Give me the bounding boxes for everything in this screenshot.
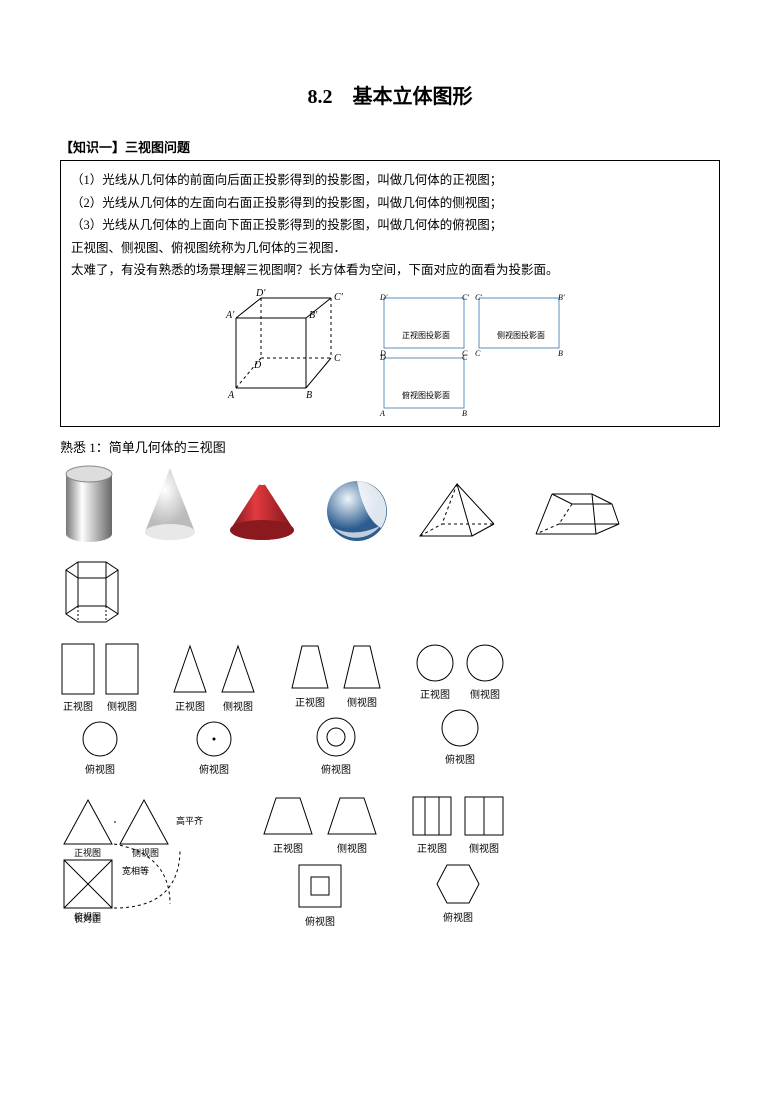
cyl-side-lbl: 侧视图: [107, 698, 137, 713]
frustum-wireframe-icon: [524, 484, 624, 544]
white-cone-icon: [140, 464, 200, 544]
cube-label-C1: C': [334, 292, 344, 303]
pyramid-views-annotated: 正视图 侧视图 俯视图 高平齐 宽相等 长对正: [60, 794, 230, 924]
cone-front-lbl: 正视图: [175, 698, 205, 713]
cone-side-lbl: 侧视图: [223, 698, 253, 713]
box-line-1: （1）光线从几何体的前面向后面正投影得到的投影图，叫做几何体的正视图；: [71, 169, 709, 192]
fp-side-lbl: 侧视图: [337, 840, 367, 855]
proj-label-top: 俯视图投影面: [402, 390, 450, 400]
box-line-5: 太难了，有没有熟悉的场景理解三视图啊？长方体看为空间，下面对应的面看为投影面。: [71, 259, 709, 282]
hex-prism-row: [60, 554, 720, 624]
svg-text:B: B: [558, 349, 563, 358]
sph-top-lbl: 俯视图: [445, 751, 475, 766]
cyl-top-lbl: 俯视图: [85, 761, 115, 776]
cyl-front-lbl: 正视图: [63, 698, 93, 713]
cube-label-A1: A': [225, 310, 235, 321]
fp-front-lbl: 正视图: [273, 840, 303, 855]
cylinder-views: 正视图 侧视图 俯视图: [60, 642, 140, 776]
proj-label-front: 正视图投影面: [402, 330, 450, 340]
h-equal-lbl: 高平齐: [176, 815, 203, 826]
fc-top-lbl: 俯视图: [321, 761, 351, 776]
svg-text:D: D: [379, 353, 386, 362]
sph-front-lbl: 正视图: [420, 686, 450, 701]
frustum-pyramid-views: 正视图 侧视图 俯视图: [260, 794, 380, 928]
views-row-2: 正视图 侧视图 俯视图 高平齐 宽相等 长对正 正视图: [60, 794, 720, 928]
red-cone-icon: [222, 474, 302, 544]
projection-planes-diagram: D'C' DC C'B' CB DC AB 正视图投影面 侧视图投影面 俯视图投…: [374, 288, 574, 418]
l-equal-lbl: 长对正: [74, 913, 101, 924]
pyr-front-lbl: 正视图: [74, 847, 101, 858]
cube-label-B: B: [306, 390, 312, 401]
cone-views: 正视图 侧视图 俯视图: [170, 642, 258, 776]
fc-side-lbl: 侧视图: [347, 694, 377, 709]
w-equal-lbl: 宽相等: [122, 865, 149, 876]
section-heading: 【知识一】三视图问题: [60, 137, 720, 156]
cylinder-solid-icon: [60, 464, 118, 544]
hex-prism-icon: [60, 554, 130, 624]
hp-side-lbl: 侧视图: [469, 840, 499, 855]
svg-text:C': C': [462, 293, 469, 302]
hexprism-views: 正视图 侧视图 俯视图: [410, 794, 506, 924]
cube-label-A: A: [227, 390, 235, 401]
frustum-cone-views: 正视图 侧视图 俯视图: [288, 642, 384, 776]
cube-diagram: D' C' A' B' D C A B: [206, 288, 356, 418]
content-box: （1）光线从几何体的前面向后面正投影得到的投影图，叫做几何体的正视图； （2）光…: [60, 160, 720, 427]
page-title: 8.2 基本立体图形: [60, 80, 720, 109]
pyr-side-lbl: 侧视图: [132, 847, 159, 858]
svg-text:B: B: [462, 409, 467, 418]
cube-label-C: C: [334, 353, 341, 364]
svg-text:C: C: [462, 353, 468, 362]
cone-top-lbl: 俯视图: [199, 761, 229, 776]
views-row-1: 正视图 侧视图 俯视图 正视图: [60, 642, 720, 776]
cube-diagram-row: D' C' A' B' D C A B D' C': [71, 288, 709, 418]
svg-text:A: A: [379, 409, 385, 418]
cube-label-B1: B': [309, 310, 318, 321]
cube-label-D: D: [253, 360, 262, 371]
box-line-2: （2）光线从几何体的左面向右面正投影得到的投影图，叫做几何体的侧视图；: [71, 192, 709, 215]
hp-top-lbl: 俯视图: [443, 909, 473, 924]
box-line-3: （3）光线从几何体的上面向下面正投影得到的投影图，叫做几何体的俯视图；: [71, 214, 709, 237]
hp-front-lbl: 正视图: [417, 840, 447, 855]
box-line-4: 正视图、侧视图、俯视图统称为几何体的三视图．: [71, 237, 709, 260]
fc-front-lbl: 正视图: [295, 694, 325, 709]
cube-label-D1: D': [255, 288, 266, 299]
svg-text:C': C': [475, 293, 482, 302]
proj-label-side: 侧视图投影面: [497, 330, 545, 340]
fp-top-lbl: 俯视图: [305, 913, 335, 928]
subheading-1: 熟悉 1：简单几何体的三视图: [60, 437, 720, 456]
svg-text:C: C: [475, 349, 481, 358]
solids-row: [60, 464, 720, 544]
three-views-grid: 正视图 侧视图 俯视图 正视图: [60, 642, 720, 928]
sphere-icon: [324, 478, 390, 544]
pyramid-wireframe-icon: [412, 478, 502, 544]
sphere-views: 正视图 侧视图 俯视图: [414, 642, 506, 766]
sph-side-lbl: 侧视图: [470, 686, 500, 701]
svg-text:D': D': [379, 293, 388, 302]
page: 8.2 基本立体图形 【知识一】三视图问题 （1）光线从几何体的前面向后面正投影…: [0, 0, 780, 1103]
svg-text:B': B': [558, 293, 565, 302]
